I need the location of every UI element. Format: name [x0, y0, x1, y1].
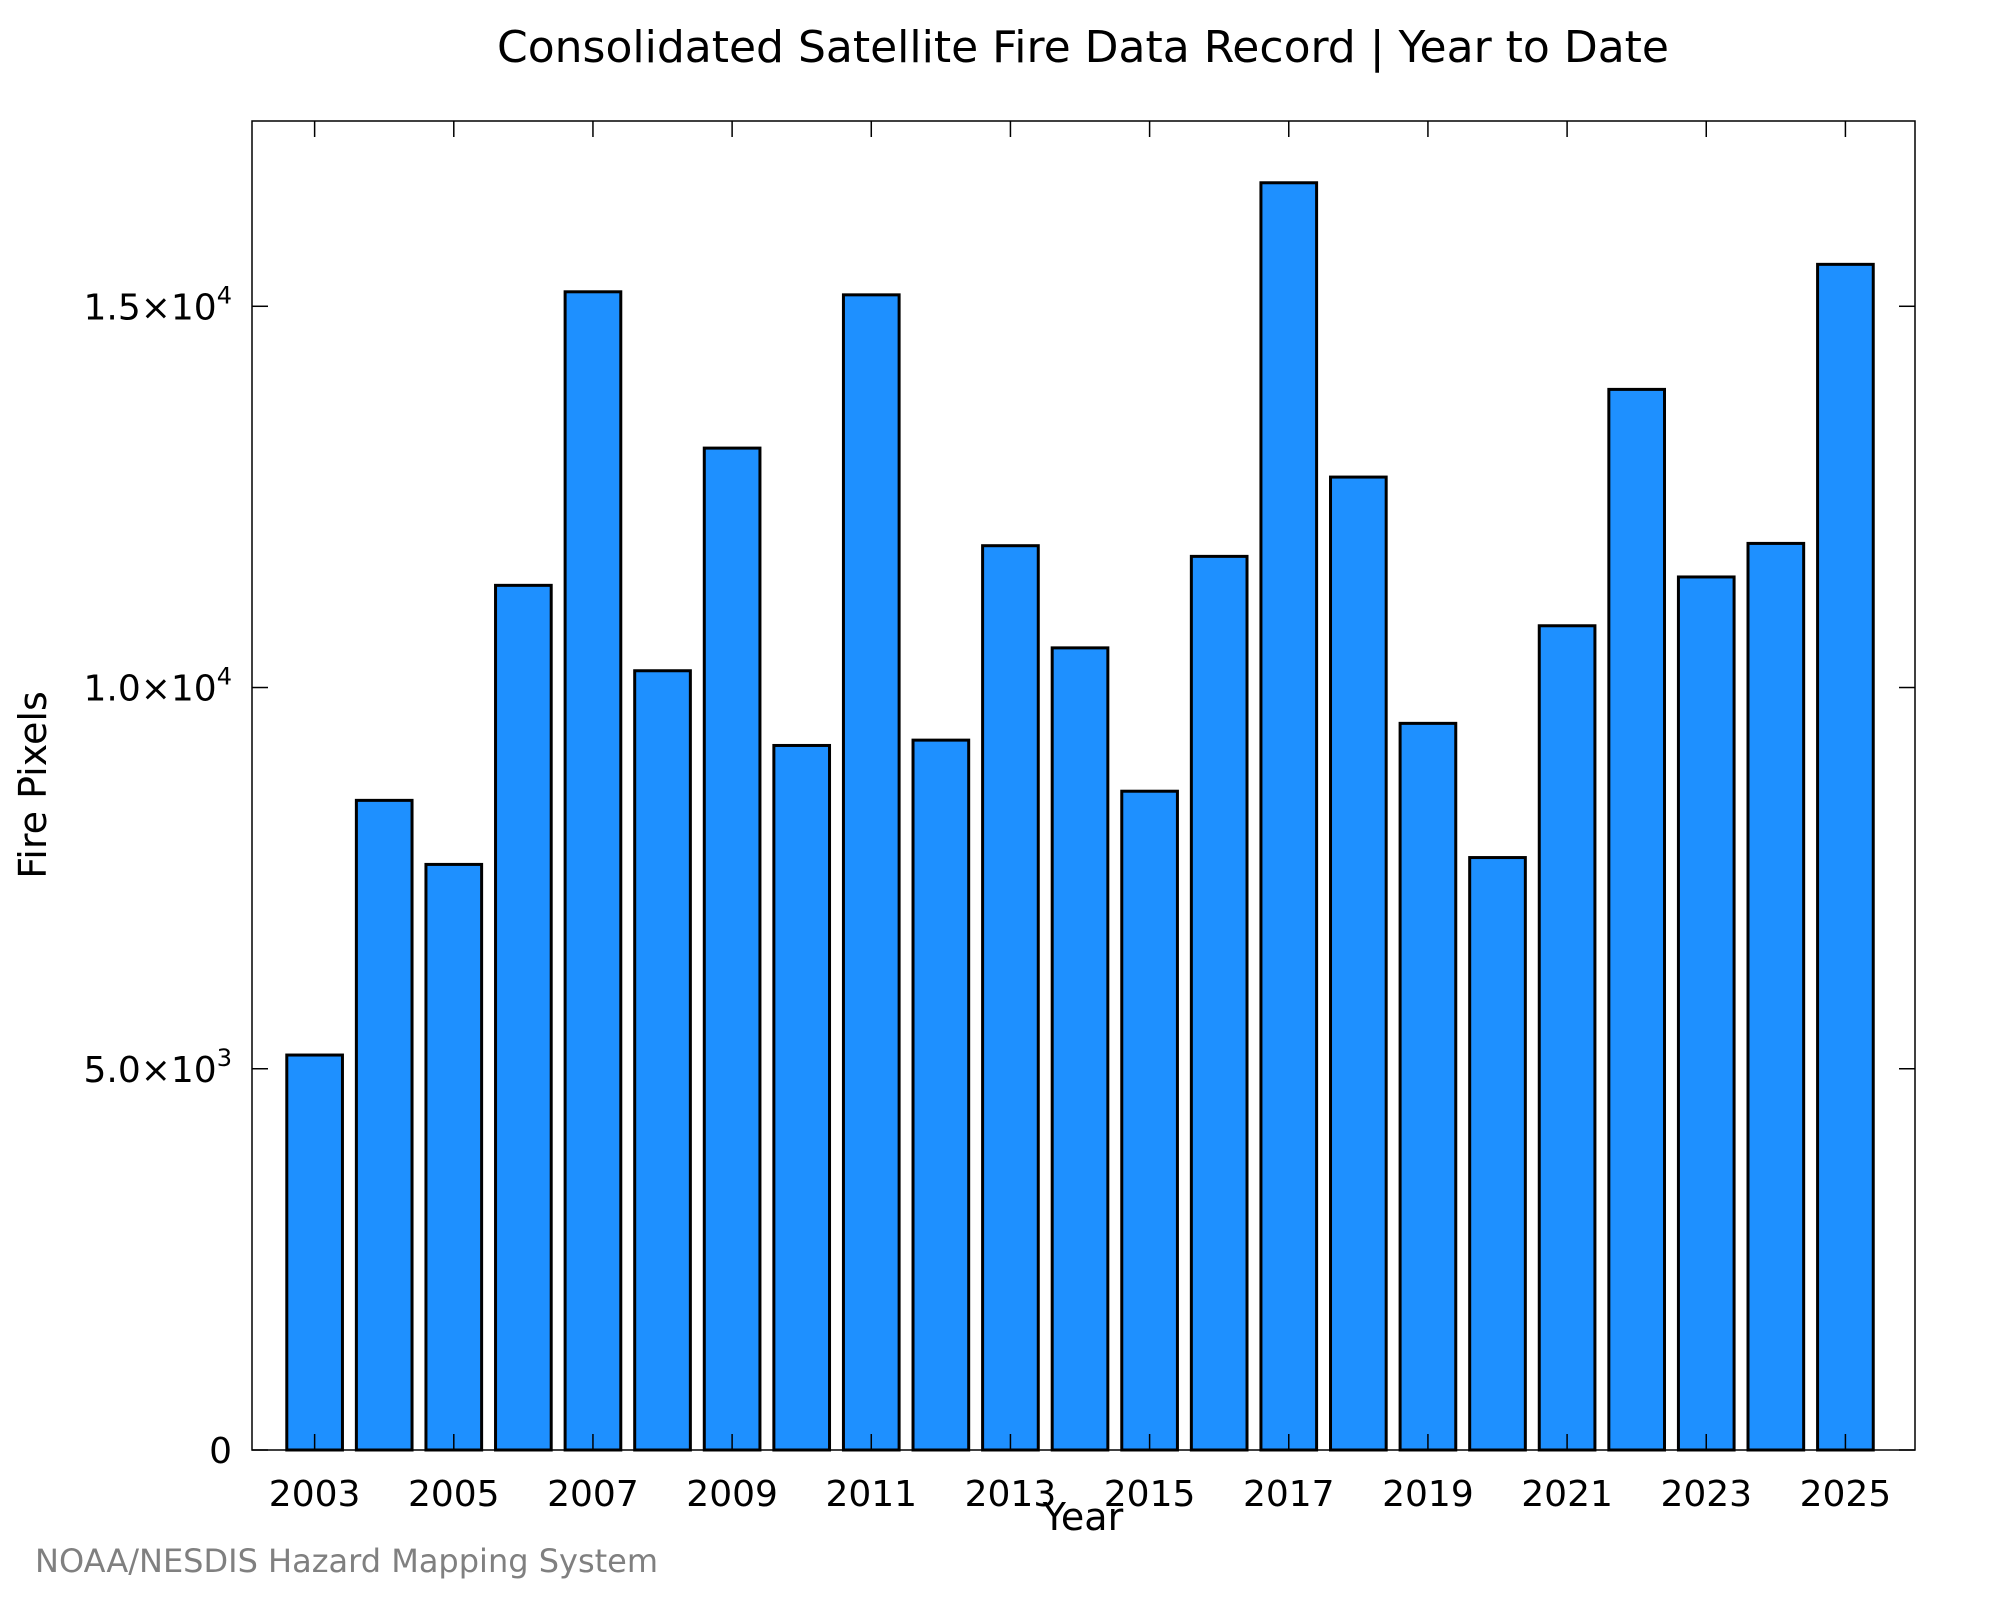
bar-2016 — [1189, 554, 1249, 1452]
x-tick-label-2019: 2019 — [1382, 1474, 1474, 1515]
x-tick-label-2017: 2017 — [1243, 1474, 1335, 1515]
x-tick-label-2015: 2015 — [1104, 1474, 1196, 1515]
bar-2025 — [1816, 262, 1875, 1452]
chart-title: Consolidated Satellite Fire Data Record … — [497, 22, 1669, 73]
bar-2017 — [1259, 181, 1319, 1452]
plot-frame — [251, 120, 1916, 1451]
y-tick-label-10000: 1.0×104 — [83, 663, 232, 710]
x-tick-label-2007: 2007 — [547, 1474, 639, 1515]
x-tick-label-2021: 2021 — [1521, 1474, 1613, 1515]
bar-2005 — [424, 862, 484, 1452]
y-tick-label-15000: 1.5×104 — [83, 281, 232, 328]
bar-2008 — [633, 669, 692, 1452]
bar-2006 — [494, 583, 553, 1452]
bar-2022 — [1607, 387, 1667, 1452]
x-tick-label-2023: 2023 — [1660, 1474, 1752, 1515]
bar-2010 — [772, 743, 832, 1452]
bar-2007 — [563, 290, 623, 1452]
bar-2014 — [1050, 646, 1110, 1452]
x-tick-label-2013: 2013 — [965, 1474, 1057, 1515]
x-tick-label-2009: 2009 — [686, 1474, 778, 1515]
y-axis-label: Fire Pixels — [11, 691, 55, 879]
x-tick-label-2003: 2003 — [269, 1474, 361, 1515]
bar-2020 — [1468, 856, 1527, 1452]
bar-2024 — [1746, 541, 1806, 1452]
bar-2004 — [354, 798, 414, 1452]
bar-2015 — [1120, 789, 1179, 1452]
ticks-layer: 2003 2005 2007 2009 2011 2013 2015 2017 2019 2021… — [83, 121, 1915, 1515]
bar-2018 — [1329, 475, 1388, 1452]
bar-2009 — [702, 446, 762, 1452]
bars-layer — [285, 181, 1875, 1452]
y-tick-label-0: 0 — [209, 1431, 232, 1472]
x-tick-label-2005: 2005 — [408, 1474, 500, 1515]
bar-2023 — [1676, 575, 1736, 1452]
x-axis-label: Year — [1042, 1495, 1124, 1539]
x-tick-label-2011: 2011 — [825, 1474, 917, 1515]
x-tick-label-2025: 2025 — [1800, 1474, 1892, 1515]
bar-2021 — [1537, 624, 1597, 1452]
bar-2011 — [841, 293, 901, 1452]
bar-2019 — [1398, 721, 1458, 1452]
bar-2003 — [285, 1053, 344, 1452]
source-credit: NOAA/NESDIS Hazard Mapping System — [35, 1542, 659, 1580]
y-tick-label-5000: 5.0×103 — [83, 1044, 232, 1091]
bar-2012 — [911, 738, 971, 1452]
bar-2013 — [981, 544, 1040, 1452]
